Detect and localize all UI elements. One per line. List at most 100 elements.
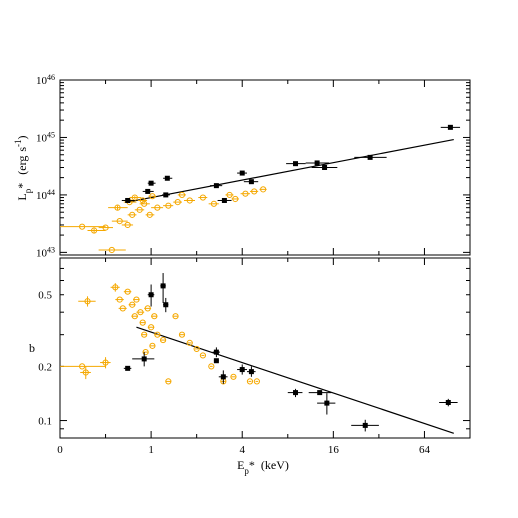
orange-data-point <box>131 313 139 320</box>
black-data-point <box>142 188 154 194</box>
circle-marker <box>260 186 267 193</box>
circle-marker <box>116 296 123 303</box>
orange-data-point <box>159 336 167 344</box>
circle-marker <box>146 211 153 218</box>
circle-marker <box>139 319 146 326</box>
orange-data-point <box>118 305 127 312</box>
circle-marker <box>154 204 161 211</box>
orange-data-point <box>78 296 96 307</box>
black-data-point <box>440 124 461 130</box>
orange-data-point <box>151 313 158 320</box>
circle-marker <box>84 298 91 305</box>
circle-marker <box>159 336 167 344</box>
orange-data-point <box>134 206 145 213</box>
orange-data-point <box>225 191 234 199</box>
bottom-plot-frame <box>59 257 471 439</box>
square-marker <box>125 197 131 203</box>
orange-data-point <box>148 193 157 200</box>
circle-marker <box>199 352 207 359</box>
circle-marker <box>102 359 109 366</box>
orange-data-point <box>147 324 155 331</box>
square-marker <box>163 192 169 198</box>
orange-data-point <box>110 283 120 292</box>
bottom-black-series <box>123 273 458 432</box>
y-tick-label: 0.1 <box>38 416 52 428</box>
circle-marker <box>142 349 149 356</box>
orange-data-point <box>193 345 200 353</box>
square-marker <box>293 390 299 396</box>
circle-marker <box>79 223 86 230</box>
top-axis-ticks <box>59 79 471 256</box>
black-data-point <box>237 364 247 375</box>
square-marker <box>324 400 330 406</box>
y-tick-label: 1046 <box>36 73 55 88</box>
square-marker <box>248 179 254 185</box>
orange-data-point <box>127 211 137 218</box>
orange-data-point <box>98 246 126 254</box>
top-panel: 1043 1044 1045 1046 Lp*(ergs-1) <box>13 73 471 260</box>
circle-marker <box>193 345 200 353</box>
circle-marker <box>178 191 186 199</box>
square-marker <box>239 367 245 373</box>
orange-data-point <box>139 200 150 207</box>
black-data-point <box>246 366 256 377</box>
orange-data-point <box>151 204 164 211</box>
circle-marker <box>253 378 260 385</box>
orange-data-point <box>133 296 140 303</box>
orange-data-point <box>121 221 134 229</box>
black-data-point <box>212 347 220 358</box>
y-tick-label: 1044 <box>36 187 55 202</box>
top-y-tick-labels: 1043 1044 1045 1046 <box>36 73 55 260</box>
circle-marker <box>133 296 140 303</box>
orange-data-point <box>123 288 132 295</box>
black-data-point <box>287 388 303 398</box>
circle-marker <box>137 309 144 316</box>
orange-data-point <box>87 227 106 234</box>
black-data-point <box>354 154 387 160</box>
circle-marker <box>208 363 215 370</box>
circle-marker <box>136 206 143 213</box>
circle-marker <box>151 313 158 320</box>
bottom-panel: 0.1 0.2 0.5 0 1 4 16 64 b Ep* (keV) <box>29 257 471 476</box>
top-orange-series <box>60 186 267 254</box>
black-data-point <box>121 197 135 203</box>
circle-marker <box>116 218 123 225</box>
square-marker <box>163 302 169 308</box>
square-marker <box>213 349 219 355</box>
top-y-axis-label: Lp*(ergs-1) <box>13 135 33 200</box>
circle-marker <box>154 331 161 338</box>
black-data-point <box>161 192 170 198</box>
orange-data-point <box>208 363 215 370</box>
square-marker <box>213 358 219 364</box>
orange-data-point <box>145 211 155 218</box>
square-marker <box>220 374 226 380</box>
circle-marker <box>102 224 109 231</box>
orange-data-point <box>129 194 142 201</box>
x-tick-label: 1 <box>148 444 154 456</box>
circle-marker <box>226 191 233 199</box>
black-data-point <box>237 170 247 176</box>
x-axis-label: Ep* (keV) <box>237 458 289 476</box>
circle-marker <box>149 193 156 200</box>
circle-marker <box>165 378 172 385</box>
black-data-point <box>305 160 330 166</box>
orange-data-point <box>142 349 149 356</box>
square-marker <box>445 399 451 405</box>
black-data-point <box>317 393 336 415</box>
circle-marker <box>174 198 181 206</box>
y-tick-label: 0.5 <box>38 290 52 302</box>
circle-marker <box>119 305 126 312</box>
top-plot-frame <box>59 79 471 256</box>
orange-data-point <box>165 378 172 385</box>
orange-data-point <box>246 378 254 385</box>
square-marker <box>145 188 151 194</box>
black-data-point <box>210 183 223 189</box>
bottom-y-axis-label: b <box>29 341 35 355</box>
orange-data-point <box>144 305 152 312</box>
circle-marker <box>232 195 239 203</box>
y-tick-label: 1045 <box>36 130 55 145</box>
orange-data-point <box>173 198 183 206</box>
square-marker <box>141 356 147 362</box>
circle-marker <box>108 246 115 254</box>
top-fit-line <box>127 138 454 203</box>
